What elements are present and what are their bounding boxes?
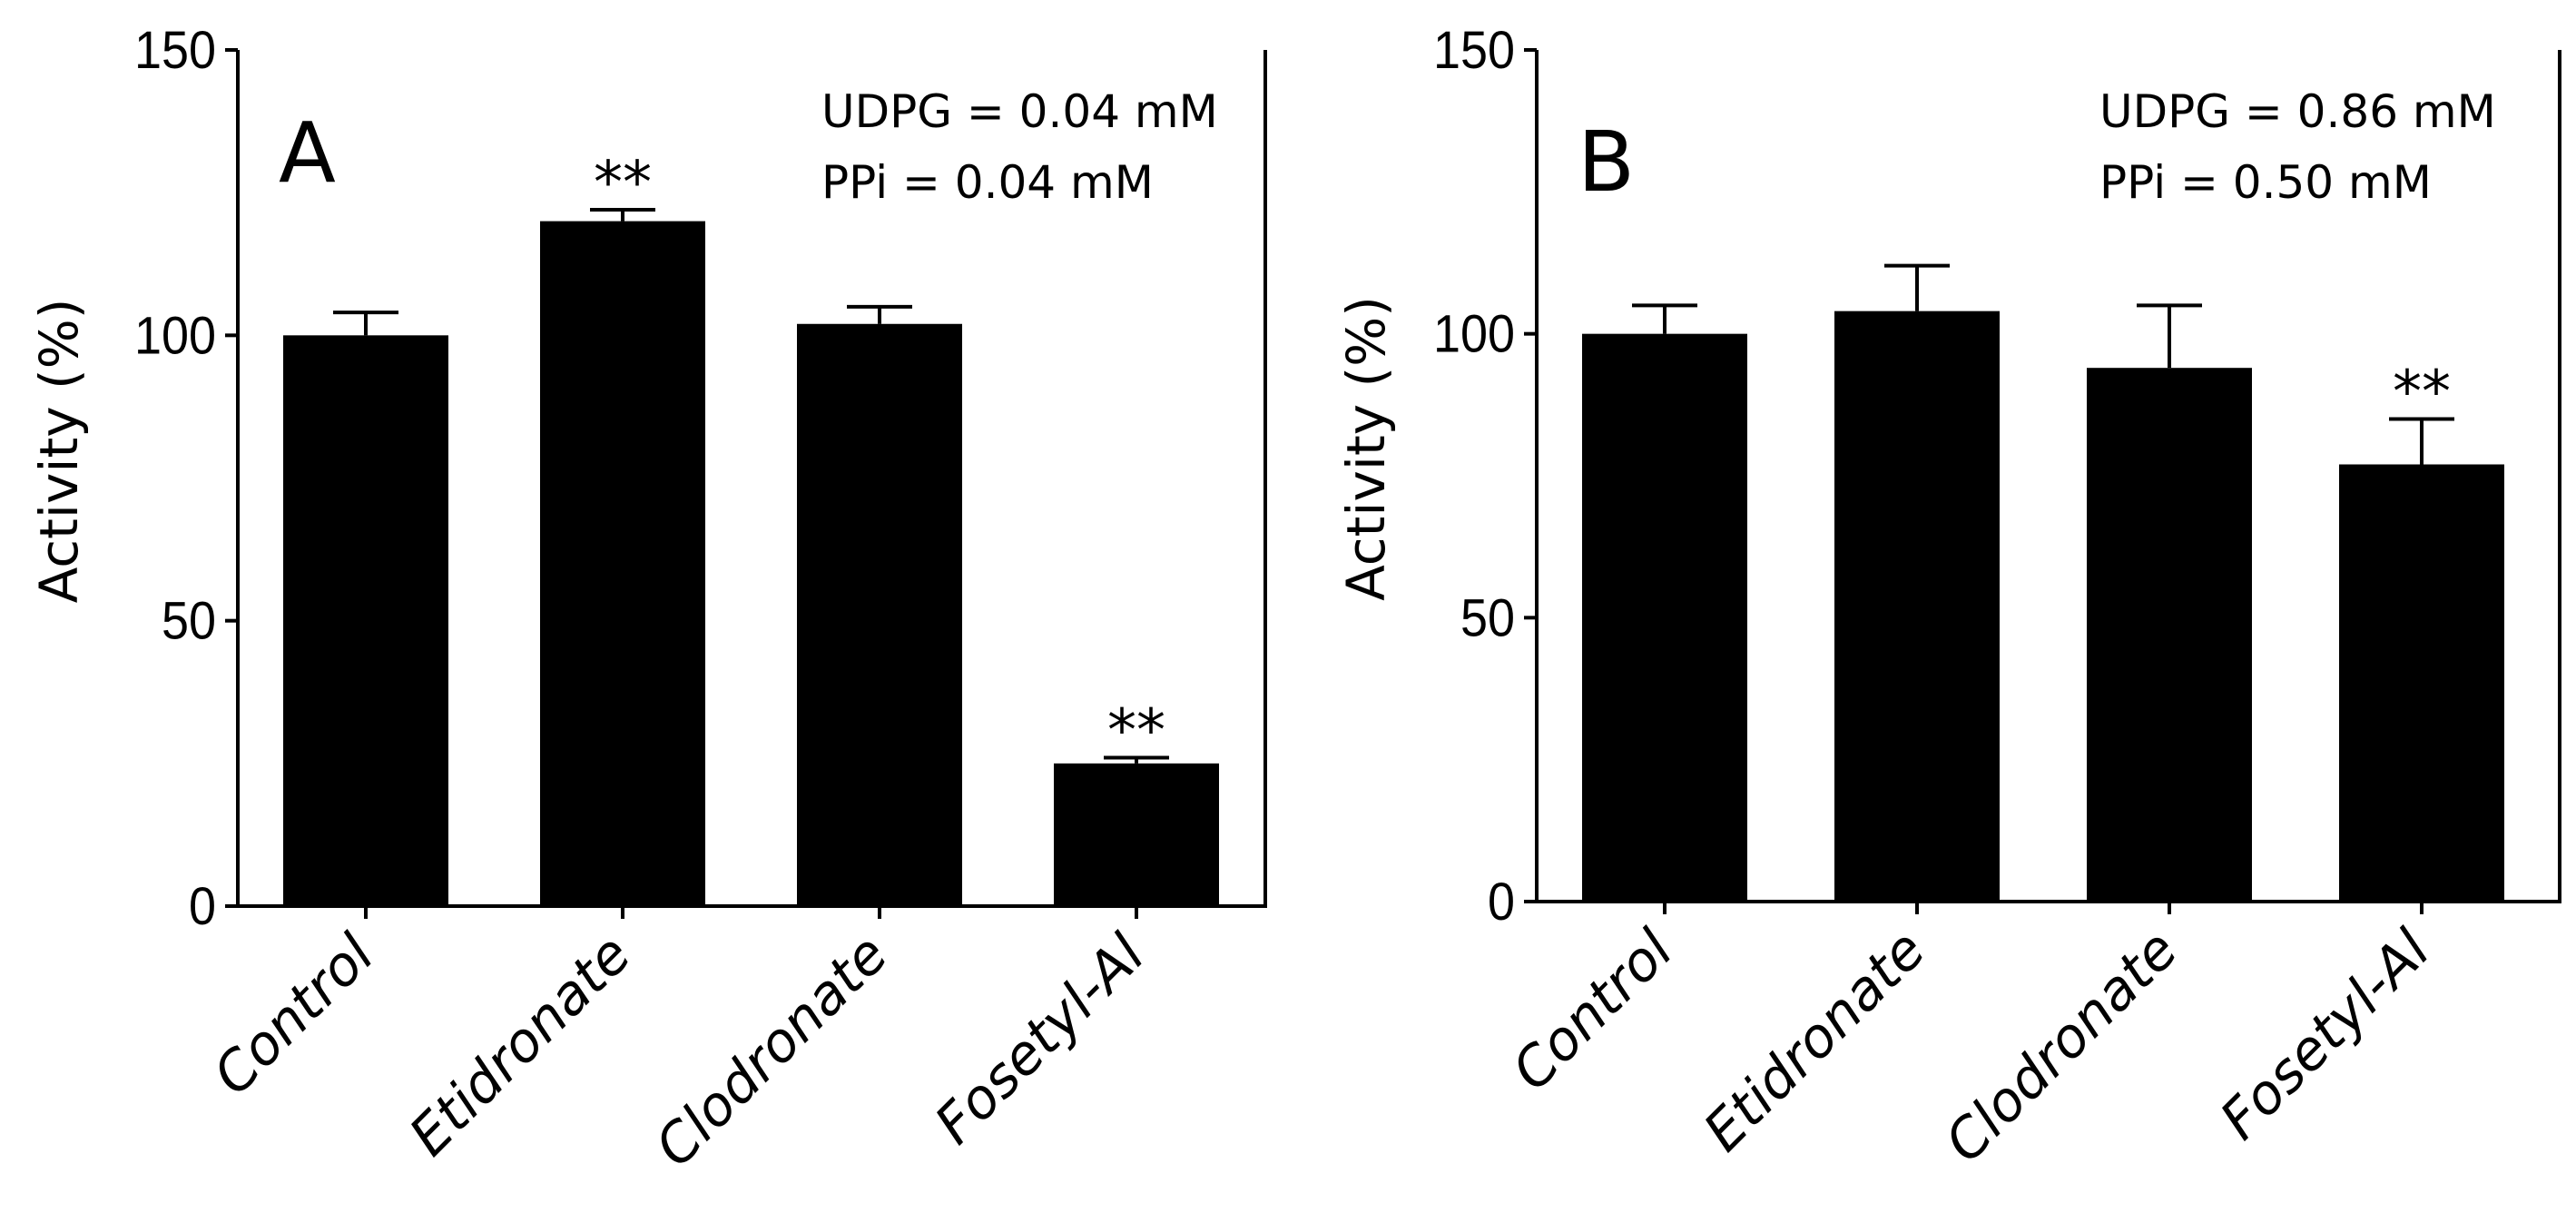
bar-fosetyl-al [2339, 464, 2504, 902]
y-tick-label: 0 [189, 877, 216, 936]
y-tick-label: 0 [1488, 873, 1515, 932]
condition-label: UDPG = 0.86 mM [2099, 85, 2496, 138]
y-tick-label: 150 [134, 21, 216, 80]
y-tick-label: 150 [1433, 21, 1515, 80]
category-label-etidronate: Etidronate [1692, 918, 1938, 1164]
bar-control [1582, 333, 1747, 902]
bar-etidronate [1834, 311, 2000, 902]
significance-marker: ** [2393, 359, 2451, 426]
category-label-fosetyl-al: Fosetyl-Al [2208, 918, 2443, 1152]
y-tick-label: 100 [1433, 305, 1515, 364]
category-label-control: Control [202, 922, 387, 1108]
condition-label: PPi = 0.50 mM [2099, 156, 2432, 209]
category-label-control: Control [1500, 918, 1686, 1103]
y-tick-label: 100 [134, 306, 216, 365]
bar-control [283, 335, 448, 906]
category-label-clodronate: Clodronate [1933, 918, 2190, 1175]
y-tick-label: 50 [162, 592, 216, 651]
y-axis-label: Activity (%) [1335, 296, 1397, 601]
significance-marker: ** [1107, 698, 1165, 765]
category-label-fosetyl-al: Fosetyl-Al [923, 922, 1157, 1157]
panel-letter: A [279, 104, 336, 202]
category-label-clodronate: Clodronate [644, 922, 900, 1179]
condition-label: UDPG = 0.04 mM [821, 85, 1218, 138]
axis-frame [1535, 50, 2561, 903]
axis-frame [236, 50, 1267, 908]
significance-marker: ** [594, 150, 652, 217]
panel-letter: B [1578, 113, 1635, 211]
bar-clodronate [797, 323, 962, 906]
bar-clodronate [2087, 368, 2252, 902]
bar-fosetyl-al [1054, 763, 1219, 906]
y-axis-label: Activity (%) [28, 299, 90, 604]
panel-b: 0 50 100 150 Activity (%) B UDPG = 0.86 mM PPi … [1335, 21, 2561, 1175]
y-tick-label: 50 [1460, 588, 1515, 647]
bar-etidronate [540, 221, 705, 907]
panel-a: 0 50 100 150 Activity (%) A UDPG = 0.04 mM PPi … [28, 21, 1267, 1179]
category-label-etidronate: Etidronate [398, 922, 644, 1169]
condition-label: PPi = 0.04 mM [821, 156, 1154, 209]
